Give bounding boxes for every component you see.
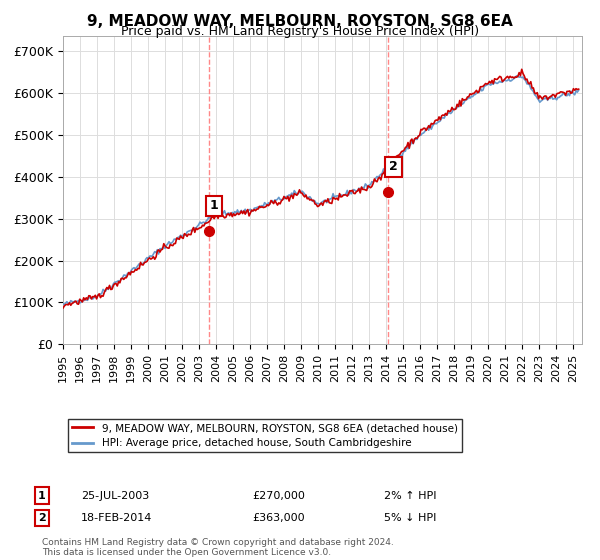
Text: 25-JUL-2003: 25-JUL-2003 <box>81 491 149 501</box>
Text: 2: 2 <box>38 513 46 523</box>
Text: Price paid vs. HM Land Registry's House Price Index (HPI): Price paid vs. HM Land Registry's House … <box>121 25 479 38</box>
Text: 1: 1 <box>38 491 46 501</box>
Text: 2% ↑ HPI: 2% ↑ HPI <box>384 491 437 501</box>
Text: 2: 2 <box>389 160 398 174</box>
Text: 5% ↓ HPI: 5% ↓ HPI <box>384 513 436 523</box>
Text: 9, MEADOW WAY, MELBOURN, ROYSTON, SG8 6EA: 9, MEADOW WAY, MELBOURN, ROYSTON, SG8 6E… <box>87 14 513 29</box>
Text: £363,000: £363,000 <box>252 513 305 523</box>
Text: £270,000: £270,000 <box>252 491 305 501</box>
Text: Contains HM Land Registry data © Crown copyright and database right 2024.
This d: Contains HM Land Registry data © Crown c… <box>42 538 394 557</box>
Text: 1: 1 <box>209 199 218 212</box>
Legend: 9, MEADOW WAY, MELBOURN, ROYSTON, SG8 6EA (detached house), HPI: Average price, : 9, MEADOW WAY, MELBOURN, ROYSTON, SG8 6E… <box>68 419 462 452</box>
Text: 18-FEB-2014: 18-FEB-2014 <box>81 513 152 523</box>
